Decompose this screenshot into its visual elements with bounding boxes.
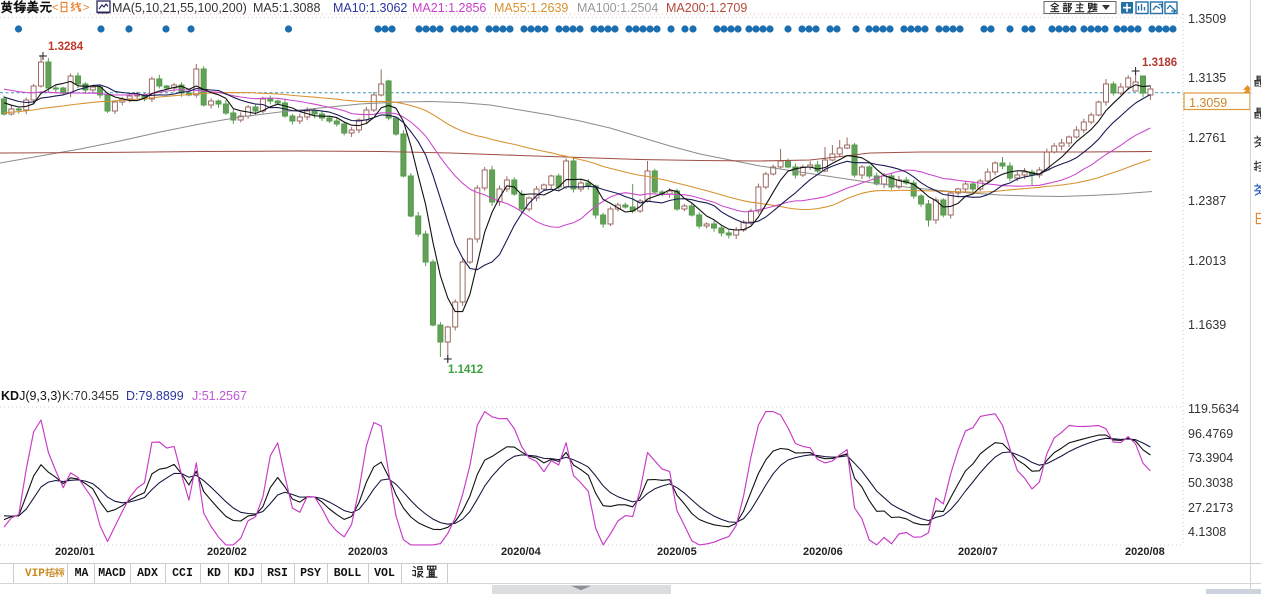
svg-text:>: > [83, 2, 89, 14]
svg-text:<: < [52, 2, 58, 14]
